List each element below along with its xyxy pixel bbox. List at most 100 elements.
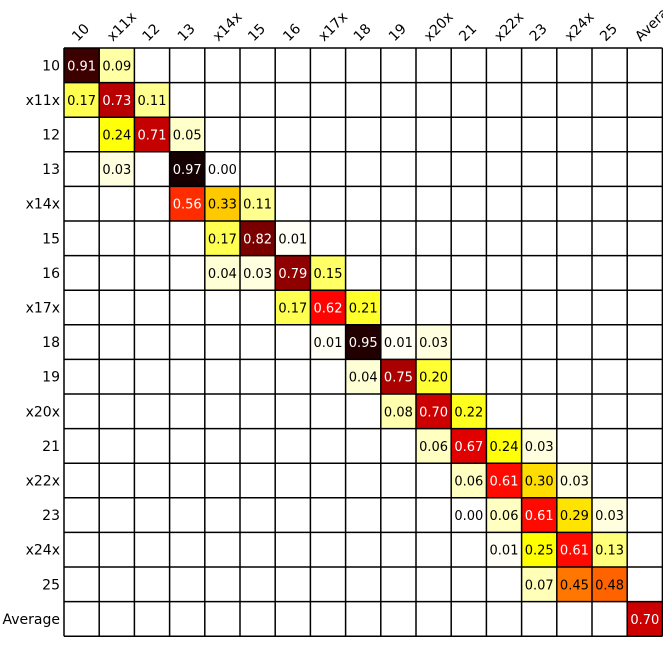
cell-18-x17x (310, 324, 346, 360)
y-tick-label-x22x: x22x (26, 474, 60, 490)
cell-value-label: 0.97 (173, 163, 202, 178)
cell-23-21 (451, 497, 487, 533)
x-tick-label-19: 19 (386, 21, 410, 45)
cell-21-23 (521, 428, 557, 464)
cell-x17x-16 (275, 290, 311, 325)
cell-16-16 (275, 255, 311, 291)
cell-16-15 (240, 255, 276, 291)
y-tick-label-12: 12 (42, 128, 60, 144)
cell-12-12 (134, 117, 170, 152)
cell-value-label: 0.01 (314, 336, 343, 351)
cell-value-label: 0.79 (278, 267, 307, 282)
x-tick-label-13: 13 (175, 21, 199, 45)
y-tick-label-15: 15 (42, 231, 60, 247)
cell-12-13 (169, 117, 205, 152)
cell-value-label: 0.25 (525, 544, 554, 559)
cell-13-x14x (204, 151, 240, 187)
cell-value-label: 0.22 (454, 405, 483, 420)
y-tick-label-23: 23 (42, 508, 60, 524)
cell-value-label: 0.07 (525, 578, 554, 593)
y-tick-label-19: 19 (42, 370, 60, 386)
cell-x22x-23 (521, 463, 557, 498)
cell-value-label: 0.04 (349, 371, 378, 386)
x-axis-tick-labels: 10 x11x 12 13 x14x 15 16 x17x 18 19 x20x 21 x22x 23 x2… (69, 0, 663, 45)
cell-12-x11x (99, 117, 135, 152)
cell-value-label: 0.61 (490, 475, 519, 490)
cell-15-x14x (204, 221, 240, 256)
cell-value-label: 0.67 (454, 440, 483, 455)
cell-value-label: 0.17 (208, 232, 237, 247)
cell-value-label: 0.04 (208, 267, 237, 282)
cell-x14x-15 (240, 186, 276, 221)
cell-value-label: 0.73 (102, 94, 131, 109)
cell-average-average (627, 601, 663, 637)
cell-value-label: 0.03 (560, 475, 589, 490)
cell-value-label: 0.91 (67, 59, 96, 74)
cell-value-label: 0.08 (384, 405, 413, 420)
cell-value-label: 0.03 (243, 267, 272, 282)
cell-23-23 (521, 497, 557, 533)
cell-value-label: 0.01 (490, 544, 519, 559)
cell-x20x-19 (380, 394, 416, 429)
y-axis-tick-labels: 10 x11x 12 13 x14x 15 16 x17x 18 19 x20x 21 x22x 23 x2… (3, 58, 61, 628)
cell-21-21 (451, 428, 487, 464)
cell-25-25 (592, 567, 628, 602)
cell-16-x14x (204, 255, 240, 291)
cell-19-x20x (416, 359, 452, 394)
cell-x24x-x24x (556, 532, 592, 567)
x-tick-label-18: 18 (351, 21, 375, 45)
cell-value-label: 0.20 (419, 371, 448, 386)
cell-value-label: 0.15 (314, 267, 343, 282)
y-tick-label-21: 21 (42, 439, 60, 455)
cell-21-x22x (486, 428, 522, 464)
cell-value-label: 0.21 (349, 302, 378, 317)
cell-10-x11x (99, 48, 135, 83)
x-tick-label-x14x: x14x (210, 9, 246, 45)
cell-value-label: 0.33 (208, 198, 237, 213)
cell-x11x-x11x (99, 82, 135, 118)
cell-value-label: 0.71 (138, 129, 167, 144)
cell-value-label: 0.01 (384, 336, 413, 351)
cell-15-16 (275, 221, 311, 256)
cell-value-label: 0.82 (243, 232, 272, 247)
cell-x22x-x24x (556, 463, 592, 498)
cell-25-23 (521, 567, 557, 602)
y-tick-label-x11x: x11x (26, 93, 60, 109)
cell-value-label: 0.48 (595, 578, 624, 593)
x-tick-label-15: 15 (245, 21, 269, 45)
cell-18-18 (345, 324, 381, 360)
cell-value-label: 0.45 (560, 578, 589, 593)
cell-value-label: 0.00 (208, 163, 237, 178)
cell-10-10 (64, 48, 100, 83)
x-tick-label-x20x: x20x (421, 9, 457, 45)
heatmap-cells: 0.91 0.09 0.17 0.73 0.11 0.24 0.71 0.05 0.03 0.97… (64, 48, 663, 637)
cell-value-label: 0.17 (67, 94, 96, 109)
heatmap-grid (63, 47, 663, 637)
cell-value-label: 0.03 (102, 163, 131, 178)
y-tick-label-10: 10 (42, 58, 60, 74)
x-tick-label-16: 16 (280, 21, 304, 45)
y-tick-label-average: Average (3, 612, 61, 628)
x-tick-label-21: 21 (456, 21, 480, 45)
cell-value-label: 0.30 (525, 475, 554, 490)
cell-value-label: 0.56 (173, 198, 202, 213)
cell-x17x-18 (345, 290, 381, 325)
cell-13-13 (169, 151, 205, 187)
x-tick-label-10: 10 (69, 21, 93, 45)
cell-13-x11x (99, 151, 135, 187)
y-tick-label-13: 13 (42, 162, 60, 178)
cell-23-25 (592, 497, 628, 533)
cell-18-19 (380, 324, 416, 360)
cell-value-label: 0.13 (595, 544, 624, 559)
cell-value-label: 0.00 (454, 509, 483, 524)
cell-value-label: 0.29 (560, 509, 589, 524)
cell-value-label: 0.24 (102, 129, 131, 144)
cell-value-label: 0.17 (278, 302, 307, 317)
x-tick-label-x17x: x17x (316, 9, 352, 45)
x-tick-label-x24x: x24x (562, 9, 598, 45)
cell-value-label: 0.03 (419, 336, 448, 351)
y-tick-label-25: 25 (42, 577, 60, 593)
cell-value-label: 0.95 (349, 336, 378, 351)
cell-value-label: 0.24 (490, 440, 519, 455)
